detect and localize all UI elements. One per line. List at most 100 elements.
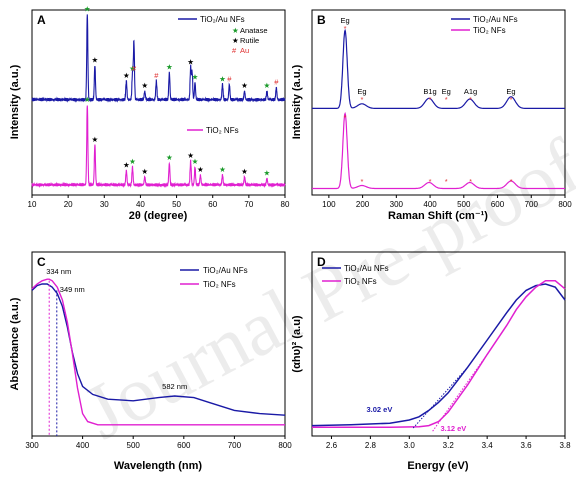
panel-d-tick-label: 3.0 (404, 441, 416, 450)
anatase-legend-label: Anatase (240, 26, 268, 35)
panel-a-xlabel: 2θ (degree) (129, 210, 188, 222)
panel-d-xlabel: Energy (eV) (407, 460, 468, 472)
panel-a: A ★★★★#★#★★★ ★ #★ ★ #★★★ ★★★ ★★★ ★ ★ ★ 10 20 30 40 50… (9, 5, 290, 222)
uvvis-series-line (31, 278, 285, 426)
peak-582-label: 582 nm (162, 382, 187, 391)
panel-b: B Eg**Eg**B1g**Eg**A1g**Eg** 100 200 300 40… (291, 9, 572, 222)
xrd-peak-marker: ★ (141, 81, 148, 90)
panel-a-tick-label: 80 (281, 200, 290, 209)
xrd-peak-marker: ★ (187, 57, 194, 66)
panel-b-tick-label: 700 (525, 200, 539, 209)
panel-a-frame (31, 9, 286, 196)
panel-b-ylabel: Intensity (a.u.) (291, 64, 303, 139)
panel-d-label: D (317, 255, 326, 269)
raman-peak-star: * (360, 95, 363, 104)
panel-c-x-ticks: 300 400 500 600 700 800 (25, 436, 292, 450)
panel-a-label: A (37, 13, 46, 27)
panel-d-tick-label: 2.6 (326, 441, 338, 450)
xrd-peak-marker: # (154, 71, 159, 80)
panel-c-tick-label: 500 (127, 441, 141, 450)
panel-d-series (311, 280, 566, 428)
raman-peak-star: * (429, 177, 432, 186)
panel-a-tick-label: 60 (208, 200, 217, 209)
raman-peak-star: * (469, 177, 472, 186)
xrd-series-line (31, 105, 286, 189)
xrd-peak-marker: ★ (264, 168, 271, 177)
panel-d-tick-label: 2.8 (365, 441, 377, 450)
panel-d: D 3.02 eV 3.12 eV 2.6 2.8 3.0 3.2 3.4 3.6 3.8 E… (291, 251, 571, 472)
panel-b-tick-label: 400 (423, 200, 437, 209)
panel-b-legend-label-1: TiO₂/Au NFs (473, 15, 518, 24)
raman-peak-label: A1g (464, 87, 477, 96)
tauc-series-line (312, 280, 566, 428)
panel-b-label: B (317, 13, 326, 27)
panel-a-x-ticks: 10 20 30 40 50 60 70 80 (28, 195, 290, 209)
xrd-peak-marker: # (227, 74, 232, 83)
panel-a-tick-label: 70 (244, 200, 253, 209)
au-legend-marker: # (232, 46, 237, 55)
xrd-peak-marker: # (132, 64, 137, 73)
panel-c-xlabel: Wavelength (nm) (114, 460, 203, 472)
panel-b-peak-labels: Eg**Eg**B1g**Eg**A1g**Eg** (340, 16, 515, 186)
panel-a-tick-label: 20 (64, 200, 73, 209)
xrd-peak-marker: ★ (166, 62, 173, 71)
panel-c-tick-label: 800 (278, 441, 292, 450)
panel-a-legend-label-2: TiO₂ NFs (206, 126, 239, 135)
xrd-peak-marker: ★ (129, 157, 136, 166)
panel-a-tick-label: 50 (172, 200, 181, 209)
rutile-legend-label: Rutile (240, 36, 259, 45)
panel-b-frame (311, 9, 566, 196)
bandgap-magenta-extrapolation (432, 354, 488, 432)
xrd-peak-marker: ★ (123, 71, 130, 80)
panel-c-tick-label: 700 (228, 441, 242, 450)
xrd-peak-marker: ★ (84, 5, 91, 14)
xrd-peak-marker: ★ (141, 167, 148, 176)
raman-peak-label: B1g (423, 87, 436, 96)
panel-a-markers: ★★★★#★#★★★ ★ #★ ★ #★★★ ★★★ ★★★ ★ ★ ★ (84, 5, 279, 178)
xrd-peak-marker: ★ (197, 165, 204, 174)
panel-d-tick-label: 3.2 (443, 441, 455, 450)
panel-a-tick-label: 40 (136, 200, 145, 209)
panel-b-legend-label-2: TiO₂ NFs (473, 26, 506, 35)
panel-c-tick-label: 300 (25, 441, 39, 450)
xrd-peak-marker: ★ (241, 81, 248, 90)
au-legend-label: Au (240, 46, 249, 55)
panel-a-series (31, 14, 286, 189)
raman-peak-star: * (344, 113, 347, 122)
panel-b-tick-label: 100 (322, 200, 336, 209)
panel-c-label: C (37, 255, 46, 269)
xrd-peak-marker: ★ (129, 64, 136, 73)
raman-peak-star: * (445, 177, 448, 186)
raman-peak-star: * (510, 95, 513, 104)
panel-b-xlabel: Raman Shift (cm⁻¹) (388, 210, 488, 222)
panel-b-x-ticks: 100 200 300 400 500 600 700 800 (322, 195, 572, 209)
panel-c-legend-label-1: TiO₂/Au NFs (203, 266, 248, 275)
raman-series-line (312, 28, 565, 109)
peak-349-label: 349 nm (60, 285, 85, 294)
xrd-peak-marker: ★ (192, 157, 199, 166)
panel-b-tick-label: 200 (356, 200, 370, 209)
bandgap-312-label: 3.12 eV (440, 424, 466, 433)
panel-c-annotations: 334 nm 349 nm 582 nm (46, 267, 187, 436)
xrd-peak-marker: ★ (187, 151, 194, 160)
anatase-legend-marker: ★ (232, 26, 239, 35)
xrd-series-line (31, 14, 286, 103)
raman-peak-label: Eg (340, 16, 349, 25)
panel-d-ylabel: (αhυ)² (a.u) (291, 315, 303, 372)
xrd-peak-marker: ★ (192, 73, 199, 82)
panel-a-tick-label: 30 (100, 200, 109, 209)
panel-b-tick-label: 300 (390, 200, 404, 209)
raman-peak-label: Eg (442, 87, 451, 96)
xrd-peak-marker: # (274, 78, 279, 87)
panel-d-tick-label: 3.6 (521, 441, 533, 450)
raman-peak-star: * (445, 95, 448, 104)
panel-d-annotations: 3.02 eV 3.12 eV (366, 354, 488, 433)
panel-a-ylabel: Intensity (a.u.) (9, 64, 21, 139)
panel-b-tick-label: 800 (558, 200, 572, 209)
xrd-peak-marker: ★ (92, 56, 99, 65)
panel-a-legend-label-1: TiO₂/Au NFs (200, 15, 245, 24)
panel-d-legend-label-2: TiO₂ NFs (344, 277, 377, 286)
xrd-peak-marker: ★ (264, 81, 271, 90)
panel-d-x-ticks: 2.6 2.8 3.0 3.2 3.4 3.6 3.8 (326, 436, 571, 450)
xrd-peak-marker: ★ (92, 135, 99, 144)
